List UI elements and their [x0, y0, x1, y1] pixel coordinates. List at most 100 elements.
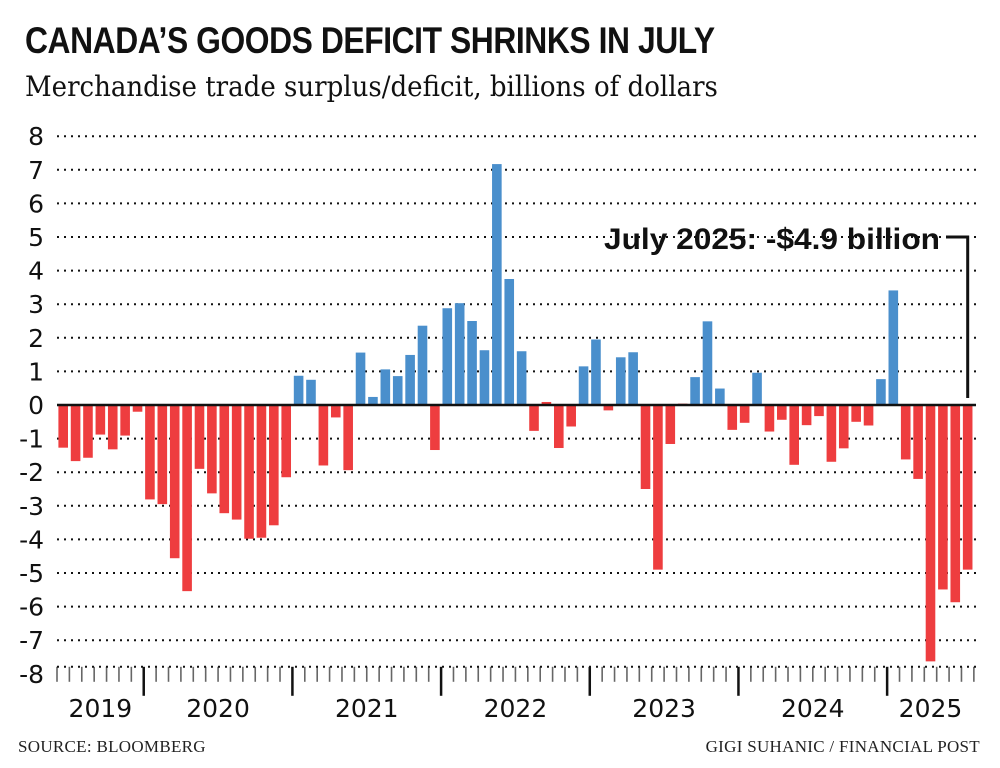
bar-2021-03 — [318, 405, 329, 466]
bar-2023-03 — [615, 357, 626, 405]
annotation-label: July 2025: -$4.9 billion — [604, 223, 940, 256]
x-year-label: 2021 — [335, 694, 399, 723]
y-tick-label: 8 — [28, 122, 44, 151]
bar-2020-05 — [194, 405, 205, 469]
bar-2021-04 — [330, 405, 341, 418]
bar-2022-12 — [578, 366, 589, 405]
x-year-label: 2024 — [781, 694, 845, 723]
y-tick-label: 7 — [28, 156, 44, 185]
bar-2025-01 — [888, 290, 899, 405]
bar-2023-11 — [715, 388, 725, 405]
y-tick-label: 3 — [28, 290, 44, 319]
bar-2020-10 — [256, 405, 267, 538]
bar-2023-05 — [640, 405, 651, 489]
bar-2019-12 — [132, 405, 143, 412]
bar-2024-09 — [838, 405, 849, 449]
bar-2021-06 — [355, 352, 366, 405]
bar-2023-09 — [690, 377, 700, 405]
bar-2021-07 — [368, 396, 378, 405]
bar-2024-05 — [789, 405, 799, 465]
x-year-label: 2025 — [899, 694, 963, 723]
bar-2019-11 — [120, 405, 130, 436]
bar-2023-02 — [603, 405, 614, 411]
bar-2022-08 — [529, 405, 539, 431]
bar-2024-04 — [777, 405, 787, 420]
y-tick-label: 2 — [28, 324, 44, 353]
x-year-label: 2022 — [484, 694, 548, 723]
bar-2021-10 — [405, 354, 415, 405]
bar-2021-01 — [293, 375, 304, 405]
bar-2020-06 — [207, 405, 217, 494]
bar-2024-01 — [739, 405, 750, 423]
gridlines — [57, 135, 976, 642]
bar-2021-02 — [306, 379, 316, 405]
y-axis-ticks: 8 7 6 5 4 3 2 1 0 -1 -2 -3 -4 -5 -6 -7 -8 — [19, 122, 44, 689]
x-axis: 2019 2020 2021 2022 2023 2024 2025 — [56, 665, 976, 723]
bar-2025-02 — [900, 405, 911, 460]
y-tick-label: 6 — [28, 189, 44, 218]
bar-2019-09 — [95, 405, 106, 435]
x-year-label: 2019 — [69, 694, 133, 723]
y-tick-label: -1 — [19, 425, 44, 454]
y-tick-label: -7 — [19, 626, 44, 655]
bar-2020-08 — [231, 405, 242, 520]
bar-2020-11 — [269, 405, 279, 526]
bar-2025-07 — [962, 405, 973, 570]
y-tick-label: -8 — [19, 660, 44, 689]
bar-2022-03 — [467, 321, 477, 405]
chart-title: CANADA’S GOODS DEFICIT SHRINKS IN JULY — [25, 20, 715, 61]
bar-2022-05 — [492, 164, 502, 405]
bar-2022-09 — [541, 401, 552, 405]
bar-2021-09 — [392, 376, 403, 405]
x-year-label: 2020 — [186, 694, 250, 723]
bar-2023-01 — [591, 339, 601, 405]
y-tick-label: -5 — [19, 559, 44, 588]
bar-2024-07 — [814, 405, 824, 417]
bar-2023-07 — [665, 405, 676, 444]
bar-2019-10 — [107, 405, 118, 450]
bar-2022-01 — [442, 308, 453, 405]
bar-2023-10 — [702, 321, 713, 405]
bar-2023-06 — [653, 405, 663, 570]
bar-2023-04 — [628, 352, 638, 405]
bar-2024-10 — [851, 405, 861, 422]
bar-2019-08 — [83, 405, 93, 458]
bar-2025-03 — [913, 405, 923, 479]
bar-2022-11 — [566, 405, 576, 427]
bar-2019-07 — [70, 405, 81, 462]
bar-2024-02 — [752, 372, 762, 405]
y-tick-label: 1 — [28, 357, 44, 386]
bar-2020-01 — [145, 405, 155, 500]
y-tick-label: 5 — [28, 223, 44, 252]
bar-2024-08 — [826, 405, 837, 462]
y-tick-label: -4 — [19, 525, 44, 554]
bar-2024-06 — [801, 405, 812, 426]
bar-2020-04 — [182, 405, 192, 592]
bar-2019-06 — [58, 405, 68, 448]
x-year-label: 2023 — [632, 694, 696, 723]
annotation: July 2025: -$4.9 billion — [604, 223, 970, 398]
bar-2020-03 — [169, 405, 180, 559]
credit-note: GIGI SUHANIC / FINANCIAL POST — [705, 737, 980, 756]
y-tick-label: -2 — [19, 458, 44, 487]
y-tick-label: -3 — [19, 492, 44, 521]
bar-2025-06 — [950, 405, 961, 603]
bar-2020-07 — [219, 405, 230, 514]
bar-2020-12 — [281, 405, 292, 478]
source-note: SOURCE: BLOOMBERG — [18, 737, 206, 756]
bar-2022-04 — [479, 350, 490, 405]
bar-2025-05 — [938, 405, 948, 590]
bar-2021-12 — [430, 405, 440, 451]
bar-2021-08 — [380, 369, 391, 405]
bar-2021-05 — [343, 405, 353, 471]
y-tick-label: 4 — [28, 257, 44, 286]
y-tick-label: -6 — [19, 593, 44, 622]
bar-2023-12 — [727, 405, 738, 430]
bar-2025-04 — [925, 405, 936, 662]
annotation-leader-line — [946, 235, 970, 398]
bar-2022-10 — [554, 405, 564, 449]
bar-2021-11 — [417, 325, 428, 405]
chart-subtitle: Merchandise trade surplus/deficit, billi… — [25, 70, 718, 103]
bar-2022-02 — [454, 303, 465, 405]
